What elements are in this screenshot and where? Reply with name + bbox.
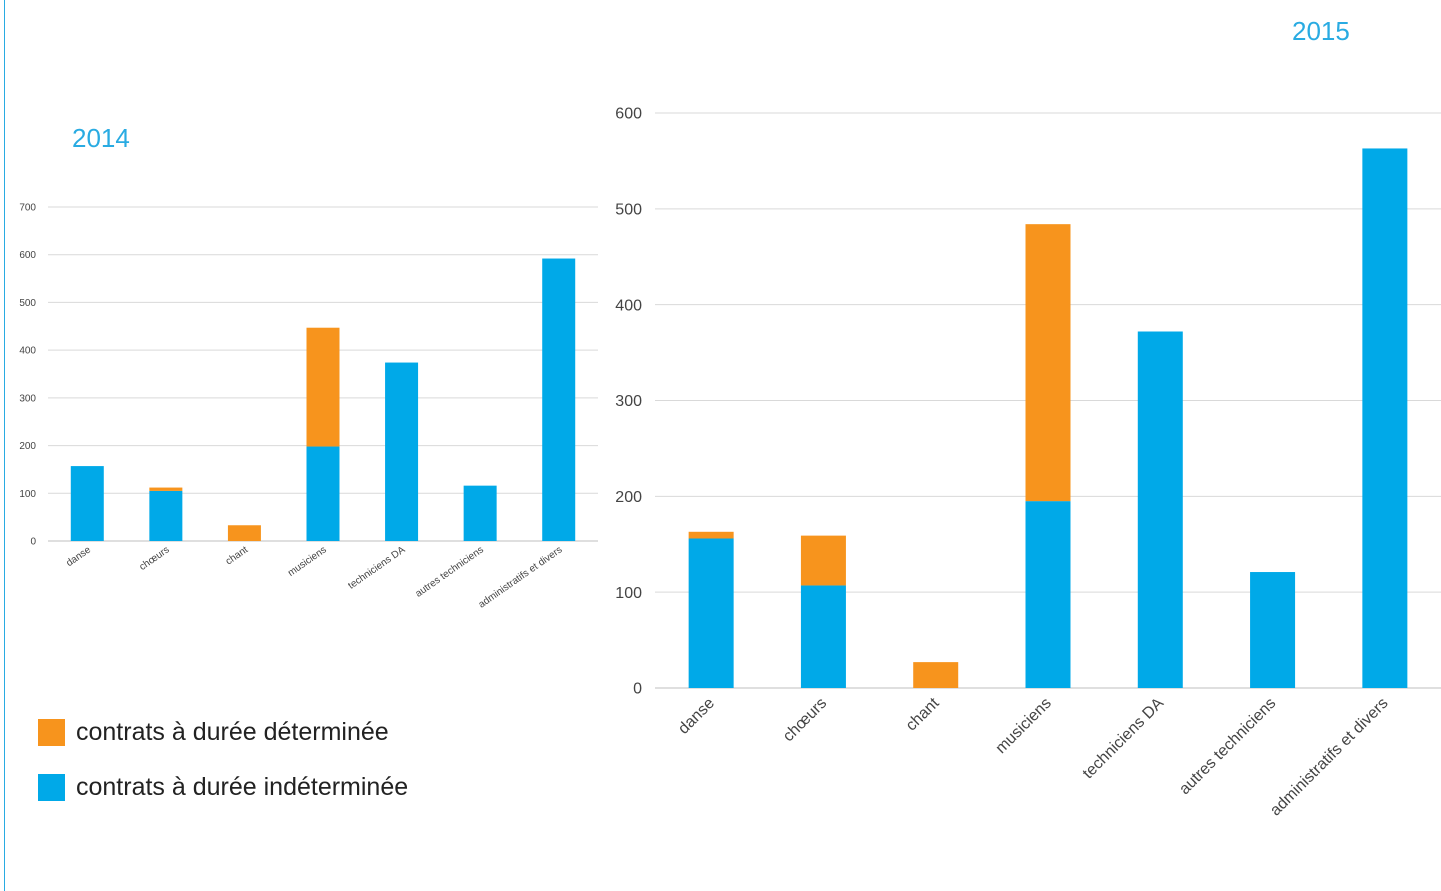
2014-y-tick-label: 600	[19, 250, 36, 261]
2015-y-tick-label: 300	[615, 393, 642, 410]
2015-bar-cdi-5	[1250, 572, 1296, 688]
2015-y-tick-label: 500	[615, 201, 642, 218]
2015-y-tick-label: 400	[615, 297, 642, 314]
2014-y-tick-label: 700	[19, 203, 36, 214]
2015-bar-cdi-0	[688, 538, 734, 688]
2014-category-label: danse	[64, 544, 93, 569]
2014-bar-cdi-1	[149, 490, 183, 541]
legend-swatch-cdd	[38, 718, 65, 746]
2014-y-tick-label: 0	[30, 537, 36, 548]
legend-item-cdd: contrats à durée déterminée	[38, 716, 408, 748]
2014-bar-cdi-5	[463, 485, 497, 541]
left-border-line	[4, 0, 5, 891]
2015-y-tick-label: 0	[633, 681, 642, 698]
2015-bar-cdd-1	[800, 535, 846, 586]
2015-category-label: musiciens	[993, 695, 1055, 757]
2015-category-label: autres techniciens	[1176, 695, 1279, 798]
2014-category-label: administratifs et divers	[477, 544, 565, 610]
chart-2014: 0 100 200 300 400 500 600 700 danse chœurs chant mu…	[19, 203, 598, 611]
2014-bar-cdd-2	[227, 525, 261, 541]
legend-label-cdd: contrats à durée déterminée	[76, 717, 389, 746]
2014-category-label: autres techniciens	[414, 544, 486, 599]
2015-category-label: chœurs	[780, 695, 830, 745]
2014-y-tick-label: 200	[19, 441, 36, 452]
2015-bar-cdd-0	[688, 531, 734, 539]
2014-y-tick-label: 500	[19, 298, 36, 309]
2015-bar-cdi-4	[1137, 331, 1183, 688]
2014-category-label: chant	[224, 544, 251, 567]
2015-y-tick-label: 600	[615, 106, 642, 123]
2014-bar-cdd-3	[306, 327, 340, 447]
chart-2015: 0 100 200 300 400 500 600 danse chœurs chant music…	[615, 106, 1441, 820]
2014-category-label: chœurs	[137, 544, 171, 572]
2014-y-tick-label: 100	[19, 489, 36, 500]
2014-bar-cdi-3	[306, 446, 340, 541]
2014-category-label: musiciens	[286, 544, 329, 579]
legend: contrats à durée déterminée contrats à d…	[38, 716, 408, 826]
2014-bar-cdd-1	[149, 487, 183, 491]
2014-y-tick-label: 400	[19, 346, 36, 357]
chart-title-2014: 2014	[72, 123, 130, 153]
2015-category-label: techniciens DA	[1080, 695, 1168, 783]
2014-bar-cdi-6	[542, 258, 576, 541]
2015-bar-cdi-1	[800, 585, 846, 688]
chart-title-2015: 2015	[1292, 16, 1350, 46]
2015-bar-cdi-6	[1362, 148, 1408, 689]
2014-bar-cdi-4	[385, 362, 419, 541]
legend-label-cdi: contrats à durée indéterminée	[76, 772, 409, 801]
2015-category-label: administratifs et divers	[1267, 695, 1392, 820]
2014-y-tick-label: 300	[19, 393, 36, 404]
2015-category-label: chant	[903, 694, 943, 734]
2015-bar-cdi-3	[1025, 501, 1071, 688]
2015-y-tick-label: 100	[615, 585, 642, 602]
2015-y-tick-label: 200	[615, 489, 642, 506]
legend-swatch-cdi	[38, 773, 65, 801]
legend-item-cdi: contrats à durée indéterminée	[38, 771, 408, 803]
2015-bar-cdd-2	[913, 662, 959, 688]
2015-category-label: danse	[675, 695, 718, 738]
2014-category-label: techniciens DA	[346, 544, 407, 591]
2015-bar-cdd-3	[1025, 224, 1071, 502]
2014-bar-cdi-0	[70, 466, 104, 541]
